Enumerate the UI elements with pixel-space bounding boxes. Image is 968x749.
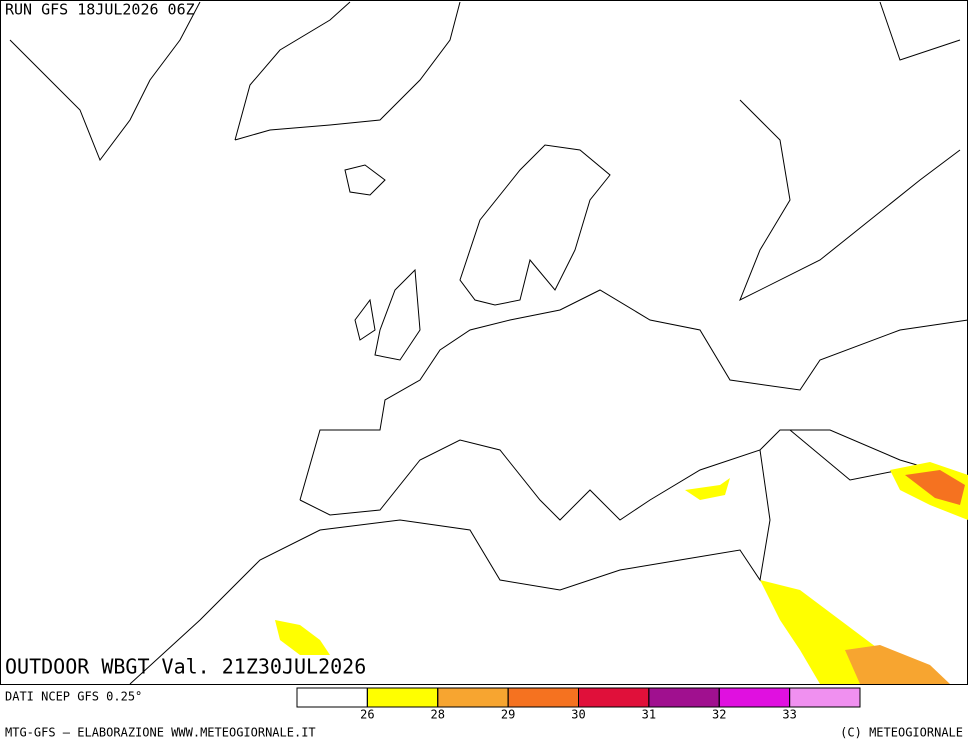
legend-tick-label: 29 [501,708,515,722]
hot-area [845,645,950,684]
hot-area [685,478,730,500]
greenland [234,1,461,141]
africa-coast [129,519,861,685]
footer-left: MTG-GFS — ELABORAZIONE WWW.METEOGIORNALE… [5,726,316,740]
map-title: OUTDOOR WBGT Val. 21Z30JUL2026 [5,655,366,679]
map-frame [0,0,968,685]
legend-box [648,687,720,708]
mediterranean-north [299,429,968,521]
legend-box [437,687,509,708]
legend-box [366,687,439,708]
legend-box [578,687,650,708]
legend-box [296,687,368,708]
legend-box [718,687,791,708]
legend-tick-label: 26 [360,708,374,722]
europe-north-coast [299,289,968,501]
footer-right: (C) METEOGIORNALE [840,726,963,740]
legend-tick-label: 28 [431,708,445,722]
legend-tick-label: 31 [642,708,656,722]
hot-area [905,470,965,505]
russia [739,1,961,302]
legend-box [789,687,861,708]
map-shapes [9,1,968,685]
hot-area [275,620,330,655]
legend-tick-label: 30 [571,708,585,722]
legend-tick-label: 32 [712,708,726,722]
hot-area [760,580,950,684]
source-label: DATI NCEP GFS 0.25° [5,690,142,704]
british-isles [354,268,421,361]
iceland [344,164,386,196]
run-label: RUN GFS 18JUL2026 06Z [5,1,195,19]
legend: 26 28 29 30 31 32 33 [296,687,861,722]
canada [9,1,201,162]
scandinavia [459,144,611,306]
legend-box [507,687,579,708]
legend-tick-label: 33 [782,708,796,722]
